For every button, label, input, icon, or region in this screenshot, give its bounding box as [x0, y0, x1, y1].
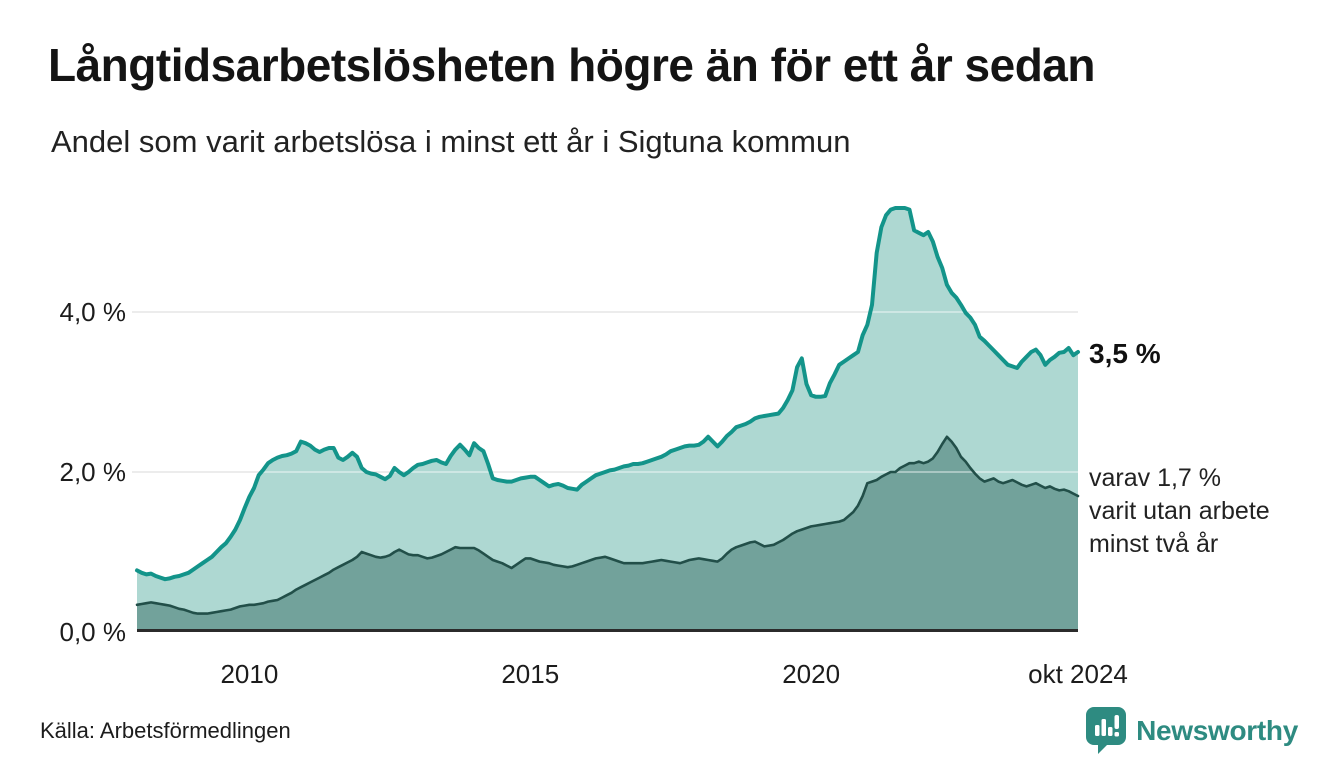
- secondary-area-fill: [137, 436, 1078, 632]
- y-axis-label-0: 0,0 %: [59, 617, 127, 647]
- page-subtitle: Andel som varit arbetslösa i minst ett å…: [51, 124, 851, 159]
- page-title: Långtidsarbetslösheten högre än för ett …: [48, 39, 1095, 91]
- source-note: Källa: Arbetsförmedlingen: [40, 718, 291, 743]
- newsworthy-wordmark: Newsworthy: [1136, 715, 1298, 746]
- x-axis-label-2015: 2015: [501, 659, 560, 689]
- end-value-annotation: 3,5 %: [1089, 338, 1161, 369]
- secondary-series-line: [135, 435, 1080, 615]
- x-axis-label-okt-2024: okt 2024: [1028, 659, 1128, 689]
- y-axis-label-4: 4,0 %: [59, 297, 127, 327]
- secondary-series-annotation: varav 1,7 % varit utan arbete minst två …: [1089, 464, 1270, 558]
- x-axis-label-2010: 2010: [220, 659, 279, 689]
- newsworthy-bubble-chart-icon: [1086, 707, 1127, 754]
- x-axis-label-2020: 2020: [782, 659, 841, 689]
- y-axis-label-2: 2,0 %: [59, 457, 127, 487]
- area-chart: [132, 206, 1080, 632]
- primary-series-line: [135, 206, 1080, 582]
- newsworthy-logo: Newsworthy: [1085, 706, 1298, 756]
